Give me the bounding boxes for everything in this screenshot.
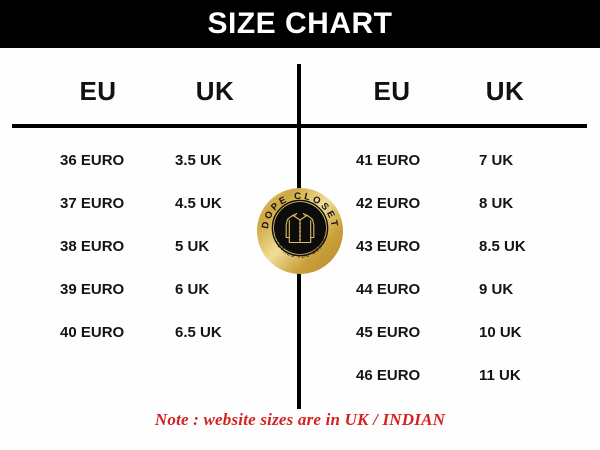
- column-header-eu-right: EU: [373, 76, 411, 106]
- cell-eu: 36 EURO: [60, 152, 125, 169]
- cell-uk: 11 UK: [479, 367, 521, 384]
- cell-eu: 40 EURO: [60, 324, 125, 341]
- cell-uk: 5 UK: [175, 238, 210, 255]
- table-row: 44 EURO 9 UK: [356, 268, 579, 311]
- column-header-uk-right: UK: [485, 76, 525, 106]
- cell-uk: 10 UK: [479, 324, 522, 341]
- cell-uk: 9 UK: [479, 281, 514, 298]
- cell-eu: 43 EURO: [356, 238, 421, 255]
- cell-eu: 41 EURO: [356, 152, 421, 169]
- table-row: 40 EURO 6.5 UK: [60, 311, 275, 354]
- cell-uk: 4.5 UK: [175, 195, 222, 212]
- dope-closet-logo: DOPE CLOSET CLOTHES YOU CRAVE: [256, 187, 344, 275]
- cell-eu: 37 EURO: [60, 195, 125, 212]
- cell-eu: 46 EURO: [356, 367, 421, 384]
- shirt-icon-art: [285, 213, 315, 244]
- badge-inner-ring: [271, 199, 329, 257]
- cell-uk: 6 UK: [175, 281, 210, 298]
- table-row: 46 EURO 11 UK: [356, 354, 579, 397]
- table-row: 39 EURO 6 UK: [60, 268, 275, 311]
- table-row: 41 EURO 7 UK: [356, 139, 579, 182]
- column-header-uk-left: UK: [195, 76, 235, 106]
- table-row: 36 EURO 3.5 UK: [60, 139, 275, 182]
- cell-eu: 42 EURO: [356, 195, 421, 212]
- table-row: 42 EURO 8 UK: [356, 182, 579, 225]
- cell-eu: 38 EURO: [60, 238, 125, 255]
- cell-eu: 39 EURO: [60, 281, 125, 298]
- table-row: 45 EURO 10 UK: [356, 311, 579, 354]
- table-row: 37 EURO 4.5 UK: [60, 182, 275, 225]
- cell-uk: 3.5 UK: [175, 152, 222, 169]
- title-bar: SIZE CHART: [0, 0, 600, 48]
- column-header-eu-left: EU: [79, 76, 117, 106]
- footer-note: Note : website sizes are in UK / INDIAN: [154, 410, 446, 429]
- size-table-left: 36 EURO 3.5 UK 37 EURO 4.5 UK 38 EURO 5 …: [60, 139, 275, 354]
- cell-uk: 8 UK: [479, 195, 514, 212]
- size-table-right: 41 EURO 7 UK 42 EURO 8 UK 43 EURO 8.5 UK…: [356, 139, 579, 397]
- table-row: 38 EURO 5 UK: [60, 225, 275, 268]
- cell-uk: 6.5 UK: [175, 324, 222, 341]
- cell-eu: 45 EURO: [356, 324, 421, 341]
- page-title: SIZE CHART: [207, 7, 393, 40]
- cell-eu: 44 EURO: [356, 281, 421, 298]
- table-row: 43 EURO 8.5 UK: [356, 225, 579, 268]
- cell-uk: 8.5 UK: [479, 238, 526, 255]
- cell-uk: 7 UK: [479, 152, 514, 169]
